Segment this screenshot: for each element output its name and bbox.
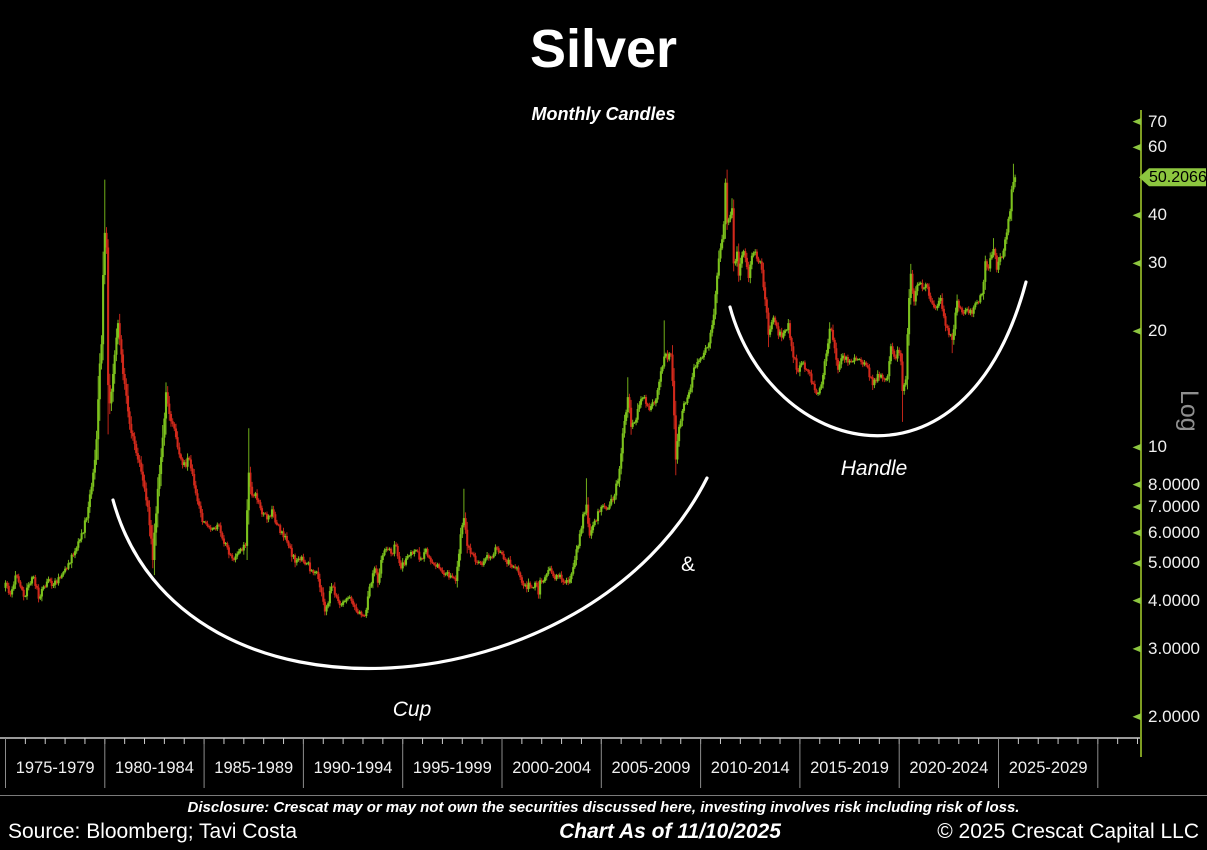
- y-axis-tick: [1132, 559, 1141, 567]
- y-axis-tick: [1132, 597, 1141, 605]
- x-axis-label: 2010-2014: [710, 759, 790, 777]
- log-scale-label: Log: [1175, 390, 1203, 432]
- y-axis-tick-label: 70: [1148, 111, 1167, 131]
- y-axis-tick-label: 4.0000: [1148, 590, 1200, 610]
- page-title: Silver: [529, 19, 678, 79]
- up-candle-wicks: [5, 163, 1016, 618]
- cup-curve: [111, 476, 709, 670]
- y-axis-tick: [1132, 259, 1141, 267]
- down-candle-wicks: [6, 169, 1003, 618]
- y-axis-tick-label: 5.0000: [1148, 553, 1200, 573]
- ampersand-annotation: &: [680, 553, 695, 576]
- disclosure-text: Disclosure: Crescat may or may not own t…: [187, 799, 1020, 816]
- current-price-tag: [1139, 168, 1206, 187]
- x-axis-label: 2025-2029: [1008, 759, 1088, 777]
- y-axis-tick-label: 2.0000: [1148, 706, 1200, 726]
- current-price-label: 50.2066: [1149, 169, 1207, 186]
- y-axis-tick-label: 40: [1148, 205, 1167, 225]
- y-axis-tick: [1132, 211, 1141, 219]
- x-axis-label: 1975-1979: [15, 759, 95, 777]
- down-candle-bodies: [6, 182, 1003, 617]
- up-candle-bodies: [4, 177, 1017, 616]
- candlestick-chart: [0, 110, 1207, 796]
- y-axis-tick-label: 60: [1148, 137, 1167, 157]
- y-axis-tick: [1132, 645, 1141, 653]
- x-axis-label: 2005-2009: [611, 759, 691, 777]
- y-axis-tick: [1132, 481, 1141, 489]
- y-axis-tick: [1132, 443, 1141, 451]
- y-axis-tick-label: 7.0000: [1148, 497, 1200, 517]
- y-axis-tick: [1132, 143, 1141, 151]
- x-axis-label: 2020-2024: [909, 759, 989, 777]
- y-axis-tick-label: 6.0000: [1148, 522, 1200, 542]
- cup-annotation: Cup: [392, 698, 432, 721]
- x-axis-label: 2015-2019: [810, 759, 889, 777]
- x-axis-label: 1990-1994: [313, 759, 393, 777]
- x-axis-label: 1980-1984: [114, 759, 194, 777]
- x-axis-label: 2000-2004: [512, 759, 592, 777]
- y-axis-tick-label: 20: [1148, 321, 1167, 341]
- y-axis-tick: [1132, 327, 1141, 335]
- source-text: Source: Bloomberg; Tavi Costa: [8, 820, 298, 843]
- y-axis-tick: [1132, 529, 1141, 537]
- x-axis-label: 1995-1999: [412, 759, 492, 777]
- y-axis-tick-label: 3.0000: [1148, 638, 1200, 658]
- y-axis-tick: [1132, 503, 1141, 511]
- handle-annotation: Handle: [840, 457, 908, 480]
- y-axis-tick-label: 8.0000: [1148, 474, 1200, 494]
- chart-subtitle: Monthly Candles: [531, 104, 676, 124]
- y-axis-tick-label: 30: [1148, 253, 1167, 273]
- y-axis-tick: [1132, 118, 1141, 126]
- as-of-date-text: Chart As of 11/10/2025: [559, 820, 781, 843]
- copyright-text: © 2025 Crescat Capital LLC: [937, 820, 1199, 843]
- handle-curve: [728, 280, 1028, 438]
- y-axis-tick-label: 10: [1148, 437, 1167, 457]
- y-axis-tick: [1132, 713, 1141, 721]
- x-axis-label: 1985-1989: [214, 759, 294, 777]
